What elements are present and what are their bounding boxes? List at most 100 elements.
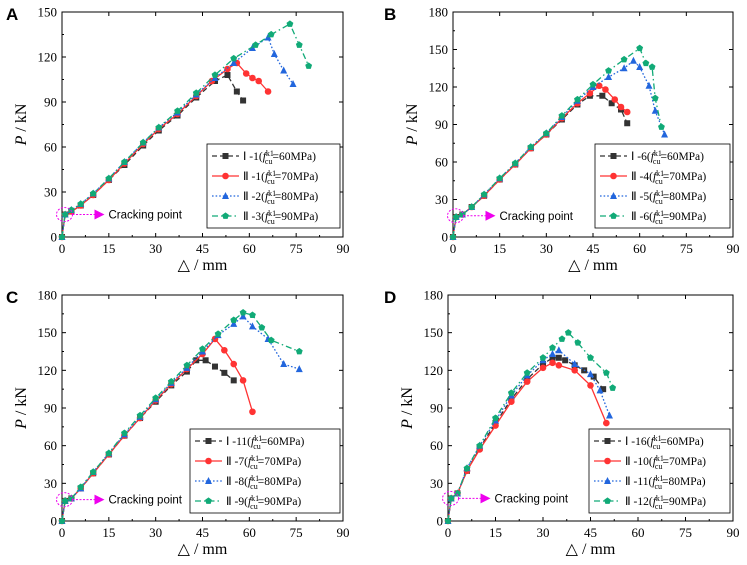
data-point — [230, 54, 238, 62]
data-point — [61, 210, 69, 218]
data-point — [58, 517, 66, 524]
data-point — [105, 174, 113, 182]
y-tick-label: 60 — [44, 438, 57, 453]
y-axis-label-unit: / kN — [13, 103, 30, 135]
data-point — [152, 394, 160, 401]
x-tick-label: 90 — [727, 525, 740, 540]
data-point — [449, 233, 457, 240]
legend-text: =70MPa) — [275, 171, 319, 183]
cracking-point-label: Cracking point — [108, 495, 182, 507]
x-tick-label: 45 — [587, 241, 600, 256]
legend-marker — [205, 457, 212, 465]
y-tick-label: 90 — [44, 95, 57, 110]
x-axis-label: △ / mm — [178, 541, 228, 558]
data-point — [295, 41, 303, 48]
data-point — [136, 411, 144, 419]
data-point — [230, 377, 237, 384]
x-tick-label: 30 — [149, 525, 162, 540]
data-point — [549, 350, 556, 358]
data-point — [539, 364, 547, 372]
data-point — [562, 357, 569, 364]
legend-entry: Ⅱ -3(fk1 cu=90MPa) — [243, 209, 318, 226]
legend: Ⅰ -16(fk1 cu=60MPa)Ⅱ -10(fk1 cu=70MPa)Ⅱ -1… — [588, 428, 731, 514]
data-point — [258, 324, 266, 331]
panel-label: D — [384, 288, 396, 307]
legend-marker — [205, 438, 212, 444]
legend-entry: Ⅱ -7(fk1 cu=70MPa) — [226, 454, 301, 471]
data-point — [202, 357, 209, 364]
panel-label: C — [6, 288, 18, 307]
legend-symbol: f — [248, 476, 253, 488]
x-axis-label: △ / mm — [566, 541, 616, 558]
data-point — [617, 103, 625, 111]
legend-symbol: f — [652, 476, 657, 488]
legend-box — [206, 143, 341, 229]
legend-entry: Ⅱ -10(fk1 cu=70MPa) — [625, 454, 706, 471]
legend-symbol: f — [650, 436, 655, 448]
data-point — [214, 330, 222, 337]
legend-text: =90MPa) — [662, 496, 706, 508]
data-point — [523, 378, 531, 385]
x-tick-label: 45 — [584, 525, 597, 540]
data-point — [587, 354, 594, 361]
legend-symbol: f — [653, 211, 658, 223]
data-point — [620, 55, 628, 63]
series-line — [447, 331, 614, 522]
panel-label: A — [6, 5, 18, 24]
legend-text: =60MPa) — [272, 151, 316, 163]
data-point — [221, 369, 228, 376]
legend-subscript: cu — [655, 177, 663, 186]
y-tick-label: 60 — [430, 438, 443, 453]
y-tick-label: 90 — [44, 401, 57, 416]
y-tick-label: 60 — [435, 155, 448, 170]
y-tick-label: 30 — [44, 476, 57, 491]
data-point — [286, 20, 294, 27]
legend-superscript: k1 — [656, 209, 664, 218]
legend-superscript: k1 — [266, 149, 274, 158]
legend-subscript: cu — [250, 502, 258, 511]
data-point — [233, 88, 240, 95]
data-point — [574, 339, 582, 346]
legend-subscript: cu — [654, 482, 662, 491]
data-point — [651, 106, 659, 114]
data-point — [463, 464, 471, 472]
data-point — [658, 123, 665, 130]
legend-text: Ⅱ -4( — [631, 171, 653, 183]
legend-marker — [205, 477, 212, 484]
legend-text: Ⅱ -11( — [625, 476, 652, 488]
legend-text: =70MPa) — [663, 171, 707, 183]
data-point — [574, 95, 581, 103]
y-tick-label: 90 — [435, 117, 448, 132]
data-point — [558, 335, 566, 342]
legend-subscript: cu — [655, 502, 663, 511]
data-point — [454, 489, 461, 497]
y-tick-label: 0 — [51, 514, 58, 529]
data-point — [620, 64, 628, 72]
legend-text: Ⅰ -1( — [243, 151, 263, 163]
legend-text: =70MPa) — [258, 456, 302, 468]
data-point — [555, 346, 563, 354]
data-point — [447, 494, 455, 502]
legend-entry: Ⅱ -9(fk1 cu=90MPa) — [226, 494, 301, 511]
legend-marker — [222, 153, 229, 159]
x-tick-label: 75 — [680, 241, 693, 256]
data-point — [267, 30, 275, 38]
legend-entry: Ⅰ -6(fk1 cu=60MPa) — [631, 149, 704, 166]
y-tick-label: 30 — [430, 476, 443, 491]
x-tick-label: 45 — [196, 241, 209, 256]
legend-text: =90MPa) — [663, 211, 707, 223]
x-tick-label: 60 — [633, 241, 646, 256]
data-point — [624, 120, 631, 127]
legend-symbol: f — [653, 496, 658, 508]
data-point — [155, 123, 163, 131]
cracking-point-arrowhead — [480, 493, 491, 504]
data-point — [248, 322, 256, 330]
data-point — [496, 174, 504, 182]
legend-symbol: f — [653, 191, 658, 203]
data-point — [211, 363, 218, 370]
legend-symbol: f — [248, 496, 253, 508]
x-tick-label: 45 — [196, 525, 209, 540]
data-point — [555, 362, 563, 369]
x-tick-label: 0 — [445, 525, 452, 540]
